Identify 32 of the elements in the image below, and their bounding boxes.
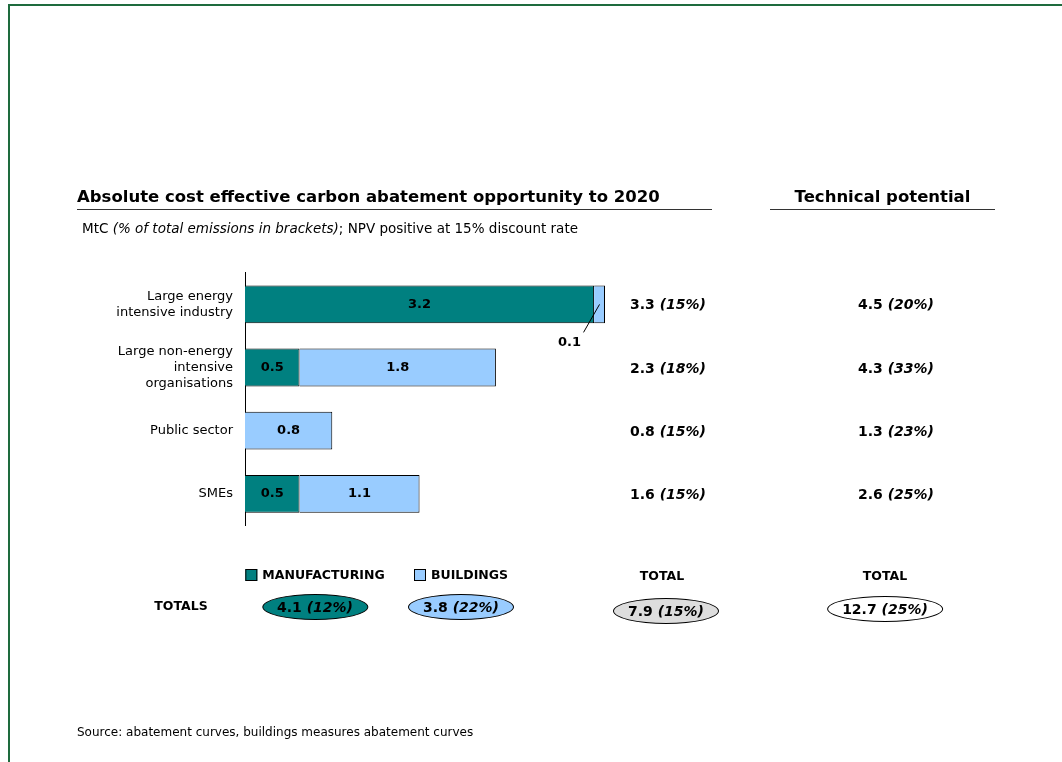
text: 1.3 (23%) [858,422,934,439]
text: TOTAL [639,567,685,583]
data-label: 1.8 [386,358,410,374]
y-tick-label: Large non-energy intensive organisations [117,343,234,390]
legend-label: MANUFACTURING [262,567,385,582]
y-tick-label: Large energy intensive industry [116,287,234,319]
text: 2.6 (25%) [858,485,934,502]
y-tick-label: Public sector [150,422,234,438]
text: 2.3 (18%) [630,359,706,376]
text: TOTAL [862,567,908,583]
legend-label: BUILDINGS [430,567,509,582]
text: 7.9 (15%) [613,598,719,624]
data-label: 0.1 [558,333,582,349]
data-label: 0.8 [277,422,301,438]
data-label: 3.2 [408,295,432,311]
y-tick-label: SMEs [198,485,234,501]
text: 3.3 (15%) [630,296,706,313]
chart-subtitle: MtC (% of total emissions in brackets); NPV positive at 15% discount rate [82,220,578,236]
text: 1.6 (15%) [630,485,706,502]
data-label: 0.5 [260,485,284,501]
text: 4.3 (33%) [858,359,934,376]
text: 4.1 (12%) [261,594,368,620]
text: 12.7 (25%) [827,596,943,622]
text: 3.8 (22%) [408,594,514,620]
text: 4.5 (20%) [858,296,934,313]
chart-title: Absolute cost effective carbon abatement opportunity to 2020 [77,187,712,210]
text: Technical potential [770,187,995,210]
data-label: 0.5 [260,358,284,374]
text: 0.8 (15%) [630,422,706,439]
data-label: 1.1 [348,485,372,501]
text: TOTALS [154,597,208,613]
source-note: Source: abatement curves, buildings measures abatement curves [77,725,474,739]
